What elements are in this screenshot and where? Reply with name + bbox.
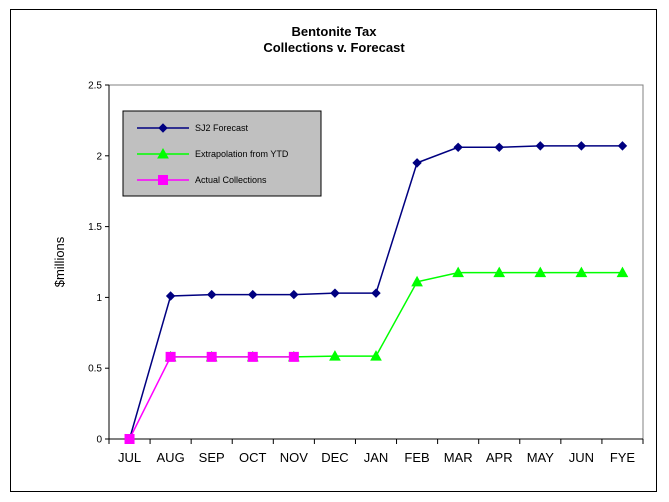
y-tick-label: 1	[96, 293, 102, 304]
chart-subtitle: Collections v. Forecast	[263, 40, 405, 55]
legend-label-extrapolation-from-ytd: Extrapolation from YTD	[195, 149, 289, 159]
data-point-extrapolation-from-ytd	[370, 350, 382, 361]
data-point-actual-collections	[124, 434, 135, 444]
x-tick-label: FEB	[404, 450, 429, 465]
legend-label-sj2-forecast: SJ2 Forecast	[195, 123, 249, 133]
x-tick-label: JUN	[569, 450, 594, 465]
data-point-extrapolation-from-ytd	[493, 266, 506, 278]
axes: 0 0.5 1 1.5 2 2.5 JUL AUG SEP OCT NOV DEC JAN FEB MAR A…	[88, 81, 644, 465]
data-point-extrapolation-from-ytd	[411, 275, 423, 287]
legend-marker-sj2-forecast	[158, 123, 168, 133]
data-point-sj2-forecast	[248, 289, 258, 300]
data-point-sj2-forecast	[494, 142, 504, 153]
chart-title: Bentonite Tax	[292, 24, 378, 39]
x-tick-label: FYE	[610, 450, 636, 465]
y-tick-label: 0.5	[88, 364, 102, 375]
legend-items: SJ2 Forecast Extrapolation from YTD Actual…	[137, 123, 289, 185]
x-tick-label: MAY	[527, 450, 555, 465]
data-point-extrapolation-from-ytd	[452, 266, 465, 278]
x-tick-label: MAR	[444, 450, 473, 465]
data-point-sj2-forecast	[289, 289, 299, 300]
x-tick-label: DEC	[321, 450, 348, 465]
data-point-actual-collections	[247, 351, 258, 362]
data-point-sj2-forecast	[412, 158, 422, 168]
x-tick-label: APR	[486, 450, 513, 465]
legend-marker-extrapolation-from-ytd	[157, 147, 169, 159]
data-point-extrapolation-from-ytd	[329, 350, 341, 361]
data-point-sj2-forecast	[371, 288, 381, 298]
data-point-actual-collections	[288, 351, 299, 362]
data-point-extrapolation-from-ytd	[534, 266, 547, 278]
data-point-actual-collections	[165, 351, 176, 362]
series-markers	[124, 141, 629, 444]
data-point-actual-collections	[206, 351, 217, 362]
y-tick-label: 2.5	[88, 81, 102, 92]
x-tick-label: AUG	[157, 450, 185, 465]
data-point-sj2-forecast	[330, 288, 340, 298]
legend: SJ2 Forecast Extrapolation from YTD Actual…	[122, 110, 322, 197]
data-point-sj2-forecast	[535, 141, 546, 151]
y-axis-label: $millions	[52, 236, 67, 287]
data-point-sj2-forecast	[617, 141, 628, 151]
y-tick-label: 2	[96, 151, 102, 162]
legend-marker-actual-collections	[158, 175, 168, 185]
x-tick-label: OCT	[239, 450, 267, 465]
data-point-sj2-forecast	[576, 141, 587, 151]
legend-label-actual-collections: Actual Collections	[195, 175, 267, 185]
y-tick-label: 0	[96, 435, 102, 446]
x-tick-label: SEP	[199, 450, 225, 465]
x-tick-label: JAN	[364, 450, 389, 465]
data-point-extrapolation-from-ytd	[575, 266, 588, 278]
y-tick-label: 1.5	[88, 222, 102, 233]
x-tick-label: NOV	[280, 450, 309, 465]
x-tick-label: JUL	[118, 450, 141, 465]
data-point-sj2-forecast	[165, 291, 176, 301]
data-point-sj2-forecast	[453, 142, 463, 153]
data-point-sj2-forecast	[206, 289, 217, 300]
data-point-extrapolation-from-ytd	[616, 266, 629, 278]
